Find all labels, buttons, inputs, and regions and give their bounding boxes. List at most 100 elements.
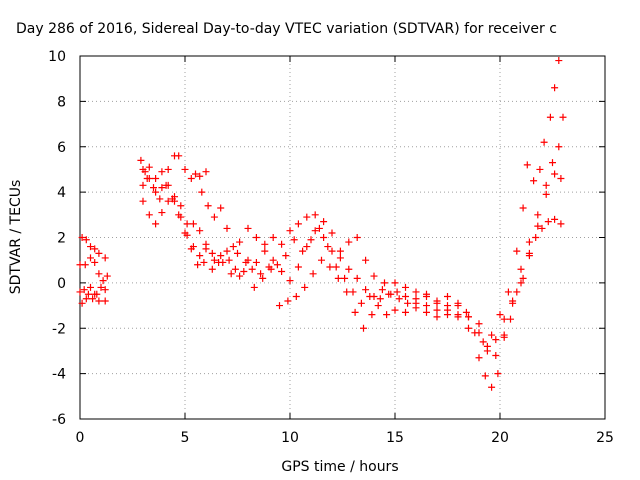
data-point — [223, 247, 231, 255]
data-point — [286, 227, 294, 235]
data-point — [542, 181, 550, 189]
data-point — [444, 292, 451, 300]
data-point — [303, 213, 311, 221]
data-point — [158, 209, 166, 217]
data-point — [164, 181, 172, 189]
data-point — [504, 288, 512, 296]
data-point — [423, 302, 430, 310]
y-tick-label: -2 — [52, 321, 66, 337]
data-point — [320, 234, 328, 241]
data-point — [145, 163, 153, 171]
data-point — [303, 243, 311, 251]
data-point — [532, 234, 540, 241]
data-point — [360, 324, 367, 332]
data-point — [84, 290, 92, 298]
chart-title: Day 286 of 2016, Sidereal Day-to-day VTE… — [16, 21, 557, 37]
data-point — [534, 211, 542, 219]
data-point — [143, 175, 151, 183]
series-1 — [76, 113, 567, 359]
data-point — [513, 247, 521, 255]
data-point — [483, 347, 491, 355]
data-point — [391, 279, 399, 287]
y-tick-label: 0 — [57, 276, 66, 292]
series-3 — [78, 57, 563, 346]
data-point — [223, 224, 231, 232]
data-point — [475, 329, 483, 337]
data-point — [465, 313, 472, 321]
data-point — [534, 222, 542, 230]
data-point — [309, 270, 317, 278]
data-point — [91, 245, 99, 253]
data-point — [509, 299, 517, 307]
data-point — [137, 156, 145, 164]
data-point — [307, 236, 315, 244]
data-point — [282, 252, 290, 260]
data-point — [402, 283, 409, 291]
series-2 — [76, 193, 565, 391]
x-tick-label: 0 — [76, 430, 85, 446]
data-point — [91, 258, 99, 266]
data-point — [269, 256, 277, 264]
data-point — [345, 265, 353, 273]
data-point — [479, 338, 487, 346]
data-point — [208, 249, 216, 257]
data-point — [204, 202, 212, 210]
data-point — [164, 165, 172, 173]
data-point — [97, 283, 105, 291]
data-point — [183, 220, 191, 228]
data-point — [175, 152, 183, 160]
y-tick-label: 4 — [57, 185, 66, 201]
data-point — [244, 224, 252, 232]
data-point — [101, 254, 109, 262]
data-point — [368, 311, 376, 319]
data-point — [362, 286, 370, 294]
data-point — [95, 249, 103, 257]
data-point — [231, 265, 239, 273]
series-4 — [139, 163, 565, 355]
data-point — [181, 165, 189, 173]
data-point — [177, 202, 185, 210]
data-point — [194, 261, 202, 269]
data-point — [488, 383, 496, 391]
data-point — [244, 256, 252, 264]
data-point — [328, 247, 336, 255]
data-point — [219, 258, 227, 266]
data-point — [99, 277, 107, 285]
data-point — [299, 247, 307, 255]
data-point — [343, 288, 351, 296]
data-point — [156, 195, 164, 203]
data-point — [227, 270, 235, 278]
data-point — [475, 354, 483, 362]
x-tick-label: 10 — [281, 430, 299, 446]
data-point — [210, 256, 218, 264]
data-point — [433, 313, 441, 321]
data-point — [433, 297, 441, 305]
data-point — [152, 175, 160, 183]
data-point — [370, 292, 378, 300]
data-point — [525, 238, 533, 246]
data-point — [158, 184, 166, 192]
data-point — [183, 231, 191, 239]
data-point — [402, 292, 409, 300]
data-point — [462, 308, 470, 316]
data-point — [492, 336, 500, 344]
data-point — [278, 240, 286, 248]
data-point — [164, 197, 172, 205]
data-point — [523, 161, 531, 169]
data-point — [187, 175, 195, 183]
data-point — [538, 224, 546, 232]
y-tick-label: 8 — [57, 94, 66, 110]
data-point — [189, 220, 197, 228]
data-point — [217, 252, 225, 260]
data-point — [519, 204, 527, 212]
data-point — [488, 331, 496, 339]
data-point — [95, 270, 103, 278]
data-point — [252, 258, 260, 266]
data-point — [345, 238, 353, 246]
data-point — [82, 236, 90, 244]
data-point — [370, 272, 378, 280]
data-point — [76, 288, 84, 296]
data-point — [353, 234, 361, 241]
data-point — [229, 243, 237, 251]
